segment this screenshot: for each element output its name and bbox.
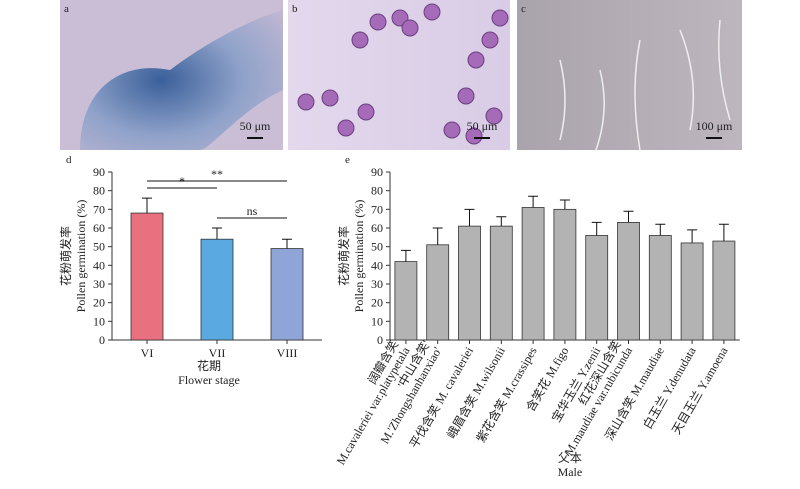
panel-label: e [345,154,350,166]
error-bar [432,227,443,245]
bar [617,221,640,341]
y-tick-label: 90 [93,165,105,179]
significance-label: ** [211,167,223,181]
x-axis-label: Flower stage [178,373,240,387]
bar [553,208,577,341]
error-bar [559,199,570,210]
error-bar [496,216,507,227]
y-tick-label: 50 [371,240,383,254]
bar [521,207,545,341]
bar [712,240,736,341]
error-bar [528,195,539,208]
bar [200,238,234,341]
y-tick-label: 80 [93,184,105,198]
error-bar [718,223,729,242]
bar [585,235,609,341]
y-tick-label: 80 [371,184,383,198]
error-bar [282,238,292,249]
error-bar [464,208,475,227]
y-tick-label: 60 [93,221,105,235]
x-axis-label: 父本 [558,451,582,465]
y-axis-label: 花粉萌发率 [336,226,351,286]
y-tick-label: 40 [371,258,383,272]
y-tick-label: 0 [99,333,105,347]
bar [270,248,304,341]
error-bar [655,223,666,236]
x-tick-label: 峨眉含笑 M.wilsonii [443,343,508,441]
y-tick-label: 20 [93,296,105,310]
x-tick-label: VII [209,346,226,360]
y-tick-label: 70 [371,202,383,216]
panel-label: d [66,154,72,166]
panel-label: b [292,3,298,15]
x-axis-label: 花期 [197,358,221,373]
y-tick-label: 40 [93,258,105,272]
y-axis-label: 花粉萌发率 [58,226,73,286]
panel-label: c [521,3,526,15]
x-axis-label: Male [558,465,583,479]
error-bar [212,227,222,240]
y-tick-label: 30 [371,277,383,291]
scale-bar-label: 50 μm [240,119,271,133]
error-bar [591,221,602,236]
y-axis-label: Pollen germination (%) [352,200,366,313]
y-tick-label: 20 [371,296,383,310]
y-tick-label: 10 [93,314,105,328]
error-bar [400,249,411,262]
bar [680,242,704,341]
y-tick-label: 70 [93,202,105,216]
y-tick-label: 10 [371,314,383,328]
error-bar [142,197,152,214]
tissue [80,10,283,150]
bar [426,244,450,341]
micrograph [517,0,742,150]
error-bar [687,229,698,243]
x-tick-label: VIII [277,346,298,360]
bar [458,225,481,341]
x-tick-label: VI [141,346,154,360]
bar [489,225,513,341]
error-bar [623,210,634,223]
scale-bar-label: 50 μm [467,119,498,133]
y-tick-label: 30 [93,277,105,291]
y-tick-label: 90 [371,165,383,179]
significance-label: ns [247,204,258,218]
bar [394,261,418,341]
scale-bar-label: 100 μm [696,119,733,133]
y-axis-label: Pollen germination (%) [74,200,88,313]
bar [130,212,164,341]
panel-label: a [64,3,69,15]
y-tick-label: 60 [371,221,383,235]
y-tick-label: 0 [377,333,383,347]
pollen-grains [297,3,509,145]
y-tick-label: 50 [93,240,105,254]
bar [648,235,672,341]
pollen-tubes [559,19,731,151]
